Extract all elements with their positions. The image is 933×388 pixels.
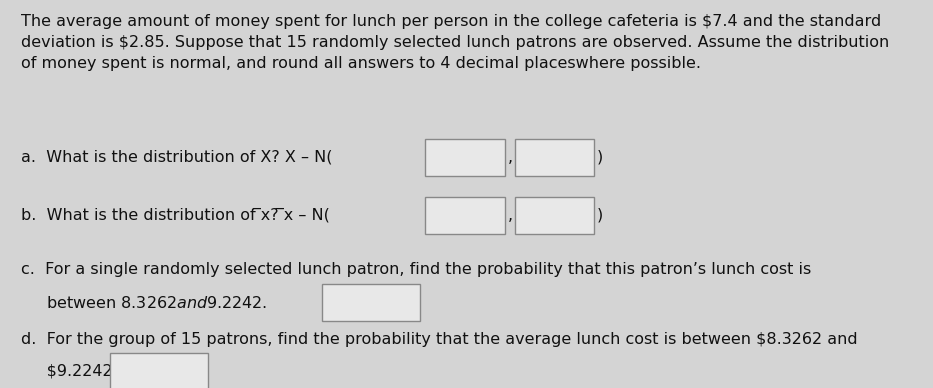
Text: between $8.3262 and $9.2242.: between $8.3262 and $9.2242. xyxy=(21,294,267,311)
Text: ): ) xyxy=(597,208,604,223)
FancyBboxPatch shape xyxy=(425,197,505,234)
Text: $9.2242.: $9.2242. xyxy=(21,364,118,379)
FancyBboxPatch shape xyxy=(425,139,505,175)
FancyBboxPatch shape xyxy=(515,197,594,234)
Text: ,: , xyxy=(508,208,512,223)
Text: The average amount of money spent for lunch per person in the college cafeteria : The average amount of money spent for lu… xyxy=(21,14,889,71)
FancyBboxPatch shape xyxy=(515,139,594,175)
FancyBboxPatch shape xyxy=(110,353,208,388)
Text: b.  What is the distribution of ̅x? ̅x – N(: b. What is the distribution of ̅x? ̅x – … xyxy=(21,208,329,223)
Text: c.  For a single randomly selected lunch patron, find the probability that this : c. For a single randomly selected lunch … xyxy=(21,262,811,277)
Text: ,: , xyxy=(508,150,512,165)
Text: ): ) xyxy=(597,150,604,165)
FancyBboxPatch shape xyxy=(322,284,420,321)
Text: d.  For the group of 15 patrons, find the probability that the average lunch cos: d. For the group of 15 patrons, find the… xyxy=(21,332,857,347)
Text: a.  What is the distribution of X? X – N(: a. What is the distribution of X? X – N( xyxy=(21,150,332,165)
